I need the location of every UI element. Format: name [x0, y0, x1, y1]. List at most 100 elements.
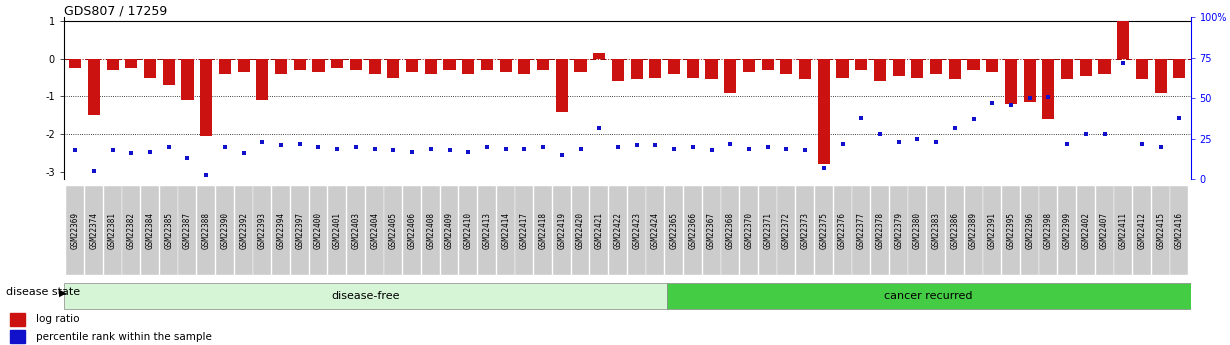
- Bar: [1042, 59, 1054, 119]
- Text: log ratio: log ratio: [36, 315, 79, 324]
- Point: [290, 141, 310, 147]
- Text: GSM22404: GSM22404: [370, 212, 379, 249]
- Bar: [200, 59, 213, 136]
- Point: [327, 146, 347, 151]
- Text: GSM22411: GSM22411: [1119, 212, 1128, 249]
- Bar: [590, 186, 608, 275]
- Bar: [1021, 186, 1038, 275]
- Text: GSM22392: GSM22392: [239, 212, 248, 249]
- Point: [589, 125, 609, 130]
- Bar: [930, 59, 942, 74]
- Point: [796, 147, 815, 153]
- Bar: [440, 186, 459, 275]
- Point: [1170, 115, 1189, 120]
- Point: [758, 144, 777, 150]
- Point: [908, 136, 927, 141]
- Point: [776, 146, 796, 151]
- Bar: [406, 59, 418, 72]
- Bar: [946, 186, 964, 275]
- Bar: [144, 59, 156, 78]
- Bar: [1058, 186, 1076, 275]
- Bar: [986, 59, 999, 72]
- Text: GSM22390: GSM22390: [220, 212, 230, 249]
- Text: GSM22374: GSM22374: [90, 212, 98, 249]
- Bar: [1135, 59, 1148, 79]
- Bar: [162, 59, 175, 85]
- Point: [889, 139, 909, 145]
- Text: GSM22401: GSM22401: [332, 212, 342, 249]
- Bar: [1005, 59, 1017, 104]
- Point: [1038, 94, 1058, 99]
- Bar: [909, 186, 926, 275]
- Bar: [873, 59, 886, 81]
- Text: GSM22373: GSM22373: [801, 212, 809, 249]
- Text: GSM22371: GSM22371: [763, 212, 772, 249]
- Bar: [724, 59, 737, 93]
- Text: GSM22380: GSM22380: [913, 212, 922, 249]
- Bar: [349, 59, 362, 70]
- Bar: [1061, 59, 1074, 79]
- Bar: [572, 186, 589, 275]
- Bar: [927, 186, 945, 275]
- Bar: [69, 59, 81, 68]
- Bar: [66, 186, 84, 275]
- Bar: [534, 186, 552, 275]
- Text: GSM22393: GSM22393: [258, 212, 267, 249]
- Point: [534, 144, 554, 150]
- Bar: [668, 59, 680, 74]
- Bar: [122, 186, 140, 275]
- Bar: [818, 59, 830, 164]
- Point: [683, 144, 702, 150]
- Text: GSM22377: GSM22377: [857, 212, 866, 249]
- Text: GSM22420: GSM22420: [576, 212, 585, 249]
- Bar: [1151, 186, 1170, 275]
- Point: [252, 139, 272, 145]
- Text: GSM22395: GSM22395: [1006, 212, 1016, 249]
- Bar: [1039, 186, 1058, 275]
- Bar: [1096, 186, 1113, 275]
- Bar: [871, 186, 889, 275]
- Bar: [686, 59, 699, 78]
- Point: [1132, 141, 1151, 147]
- Point: [608, 144, 627, 150]
- Bar: [197, 186, 215, 275]
- Text: GSM22378: GSM22378: [876, 212, 884, 249]
- Bar: [743, 59, 755, 72]
- Bar: [538, 59, 549, 70]
- Text: GSM22405: GSM22405: [389, 212, 397, 249]
- Text: GSM22366: GSM22366: [689, 212, 697, 249]
- Bar: [1114, 186, 1133, 275]
- Text: GSM22367: GSM22367: [707, 212, 716, 249]
- Text: GSM22365: GSM22365: [669, 212, 679, 249]
- Point: [1020, 96, 1039, 101]
- Bar: [948, 59, 961, 79]
- Bar: [1133, 186, 1151, 275]
- Point: [833, 141, 852, 147]
- Point: [159, 144, 178, 150]
- Text: GSM22376: GSM22376: [838, 212, 847, 249]
- Text: GSM22391: GSM22391: [988, 212, 996, 249]
- Bar: [836, 59, 849, 78]
- Text: GSM22369: GSM22369: [70, 212, 80, 249]
- Bar: [852, 186, 871, 275]
- Text: GSM22419: GSM22419: [557, 212, 566, 249]
- Bar: [968, 59, 979, 70]
- Bar: [478, 186, 496, 275]
- Text: GSM22413: GSM22413: [482, 212, 492, 249]
- Bar: [235, 186, 252, 275]
- Bar: [759, 186, 776, 275]
- Bar: [387, 59, 400, 78]
- Point: [721, 141, 740, 147]
- Text: GSM22382: GSM22382: [127, 212, 135, 249]
- Bar: [310, 186, 327, 275]
- Text: GSM22375: GSM22375: [819, 212, 828, 249]
- Point: [439, 147, 459, 153]
- Bar: [706, 59, 717, 79]
- Bar: [1173, 59, 1186, 78]
- Bar: [1171, 186, 1188, 275]
- Bar: [1002, 186, 1020, 275]
- Text: GSM22370: GSM22370: [744, 212, 754, 249]
- Point: [365, 146, 385, 151]
- Text: GSM22399: GSM22399: [1063, 212, 1071, 249]
- Bar: [1117, 21, 1129, 59]
